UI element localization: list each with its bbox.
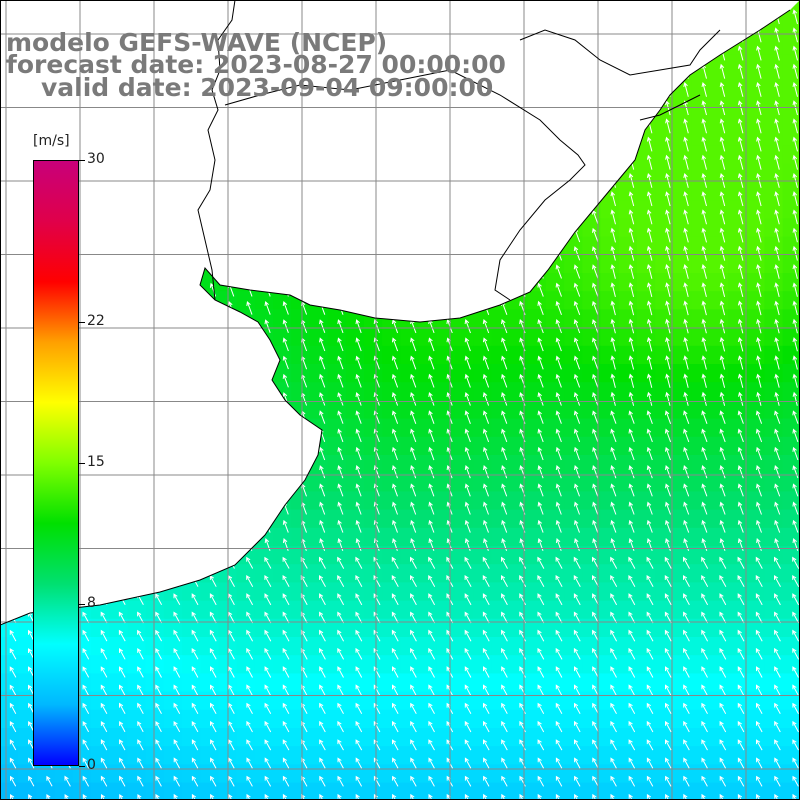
title-model: modelo GEFS-WAVE (NCEP) [6, 28, 388, 57]
colorbar-tick-mark [79, 321, 85, 323]
title-forecast-date: forecast date: 2023-08-27 00:00:00 [6, 50, 506, 79]
coastline [0, 0, 791, 626]
colorbar-tick-label: 30 [87, 151, 105, 167]
colorbar-tick-label: 0 [87, 757, 96, 773]
colorbar-tick-mark [79, 766, 85, 767]
country-border [197, 0, 236, 301]
country-border [639, 94, 701, 121]
colorbar-tick-mark [79, 160, 85, 161]
colorbar-tick-label: 8 [87, 595, 96, 612]
country-border [519, 29, 721, 76]
title-valid-date: valid date: 2023-09-04 09:00:00 [41, 73, 494, 102]
colorbar-tick-mark [79, 463, 85, 464]
colorbar-tick-label: 15 [87, 454, 105, 470]
country-border [224, 69, 586, 301]
colorbar-unit-label: [m/s] [33, 133, 70, 149]
colorbar [33, 160, 79, 766]
colorbar-tick-mark [79, 604, 85, 606]
colorbar-tick-label: 22 [87, 312, 105, 329]
